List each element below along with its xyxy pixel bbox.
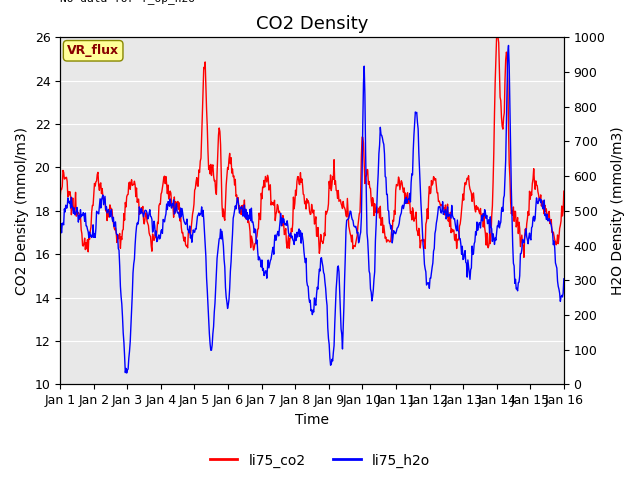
Text: VR_flux: VR_flux: [67, 44, 119, 57]
Y-axis label: H2O Density (mmol/m3): H2O Density (mmol/m3): [611, 127, 625, 295]
X-axis label: Time: Time: [295, 413, 329, 427]
Text: No data for f_op_co2
No data for f_op_h2o: No data for f_op_co2 No data for f_op_h2…: [60, 0, 195, 4]
Title: CO2 Density: CO2 Density: [256, 15, 368, 33]
Legend: li75_co2, li75_h2o: li75_co2, li75_h2o: [204, 448, 436, 473]
Y-axis label: CO2 Density (mmol/m3): CO2 Density (mmol/m3): [15, 127, 29, 295]
